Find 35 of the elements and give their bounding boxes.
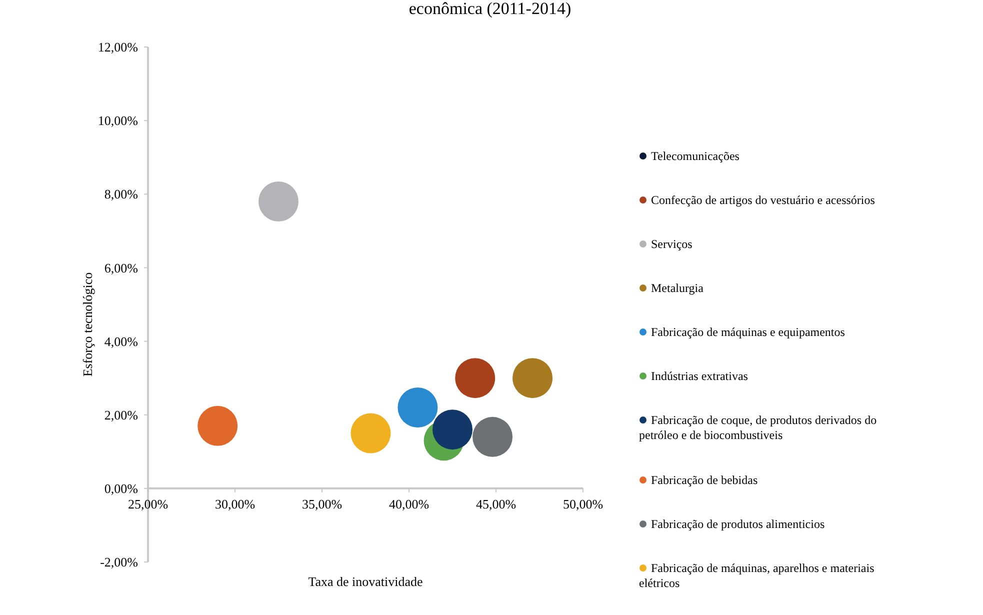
legend-label: Confecção de artigos do vestuário e acessórios (651, 193, 876, 207)
x-tick-label: 30,00% (214, 496, 256, 512)
legend-label: Telecomunicações (651, 149, 740, 163)
point (432, 410, 472, 450)
legend-label: Metalurgia (651, 281, 704, 295)
point (398, 388, 438, 428)
y-tick-label: 4,00% (104, 334, 138, 349)
y-tick-label: 2,00% (104, 407, 138, 422)
chart-title: econômica (2011-2014) (408, 0, 572, 18)
y-tick-label: -2,00% (100, 554, 138, 570)
x-axis-title: Taxa de inovatividade (308, 574, 424, 589)
y-tick-label: 6,00% (104, 260, 138, 276)
y-tick-label: 0,00% (104, 480, 138, 496)
x-tick-label: 25,00% (128, 496, 168, 512)
x-tick-label: 40,00% (388, 496, 430, 512)
legend-label: Serviços (651, 237, 693, 251)
x-tick-label: 50,00% (562, 496, 604, 512)
y-tick-label: 8,00% (104, 186, 138, 202)
legend-label: Indústrias extrativas (651, 369, 748, 383)
legend-label: Fabricação de produtos alimenticios (651, 517, 825, 531)
point (258, 182, 298, 222)
x-tick-label: 35,00% (302, 496, 342, 512)
point (472, 416, 513, 457)
y-tick-label: 12,00% (98, 40, 138, 55)
point (512, 358, 553, 398)
legend-label: Fabricação de bebidas (651, 473, 758, 487)
x-tick-label: 45,00% (476, 496, 516, 512)
point (350, 413, 391, 454)
point (198, 406, 238, 446)
legend-label: Fabricação de coque, de produtos derivados do petróleo e de biocombustiveis (639, 413, 877, 442)
point (455, 358, 496, 398)
legend-label: Fabricação de máquinas, aparelhos e materiais elétricos (639, 561, 875, 590)
legend-label: Fabricação de máquinas e equipamentos (651, 325, 846, 339)
y-tick-label: 10,00% (98, 113, 138, 128)
y-axis-title: Esforço tecnológico (80, 272, 95, 377)
